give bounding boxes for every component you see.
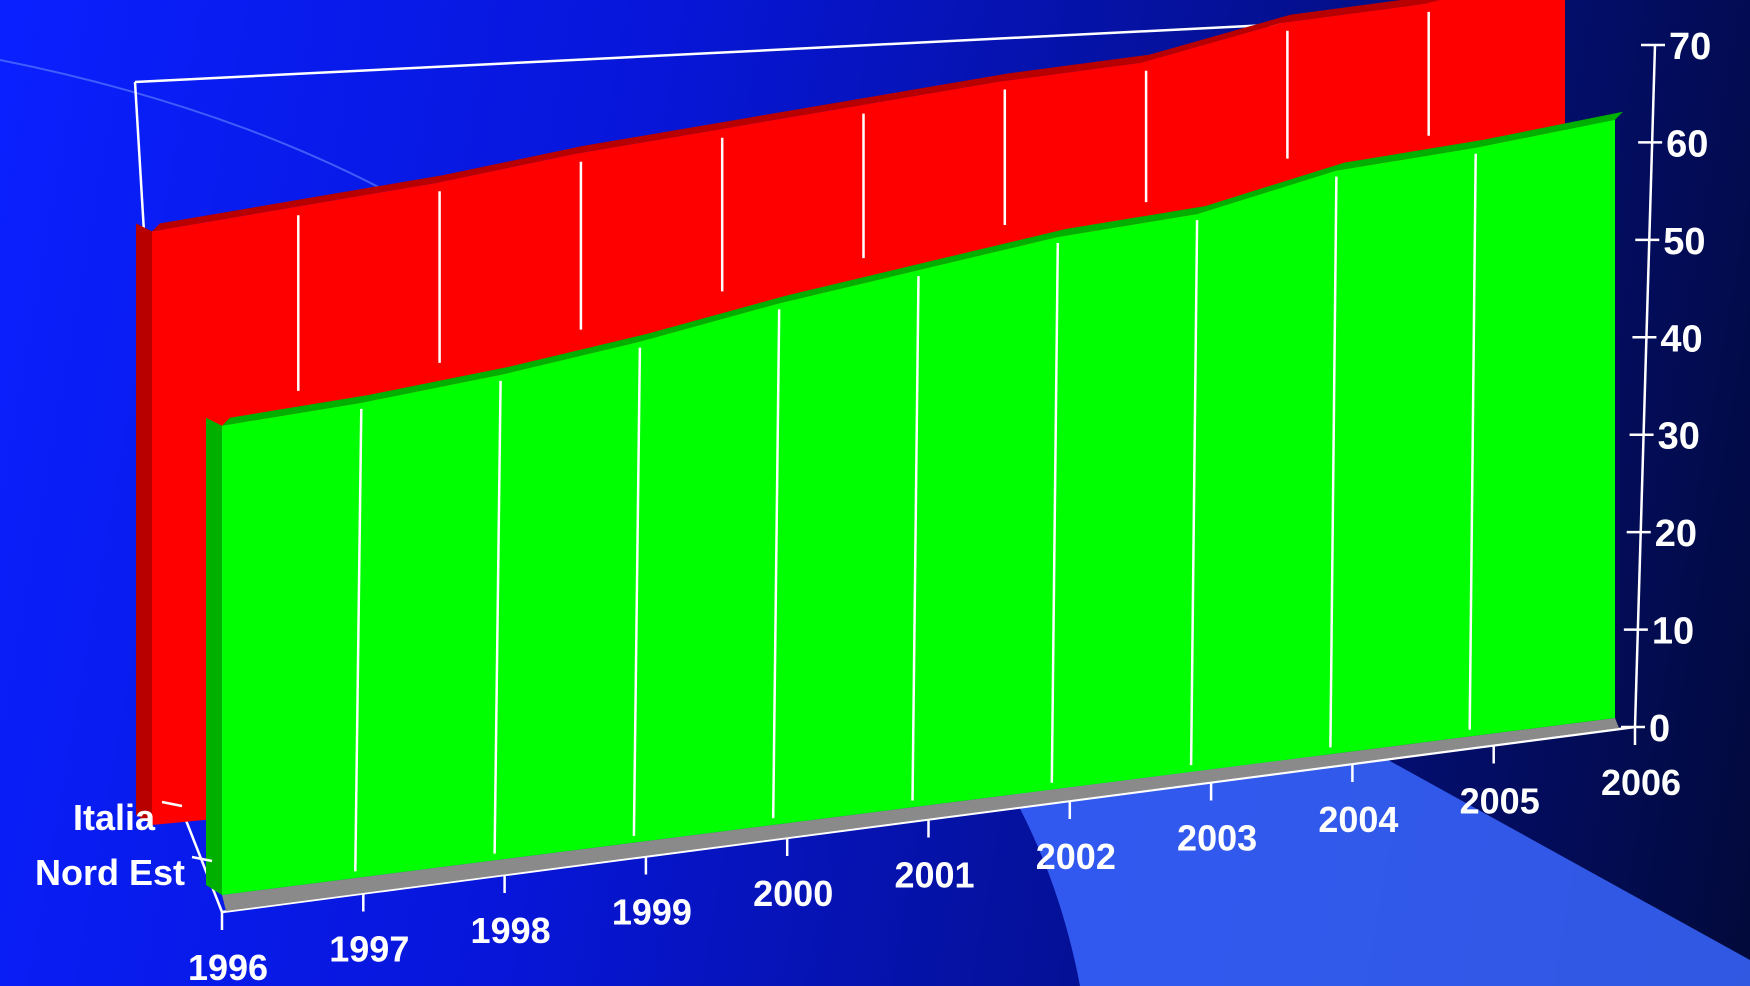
- series-side-nord-est: [206, 417, 222, 895]
- x-tick-label-2004: 2004: [1318, 799, 1398, 840]
- x-tick-label-2003: 2003: [1177, 818, 1257, 859]
- gridline-front-2002: [1050, 242, 1060, 783]
- y-tick-label: 60: [1666, 123, 1708, 165]
- y-tick-label: 30: [1658, 416, 1700, 458]
- gridline-front-1997: [354, 408, 363, 872]
- y-tick-label: 70: [1669, 26, 1711, 68]
- x-tick-label-1998: 1998: [471, 910, 551, 951]
- background-arc-shape: [1010, 750, 1750, 986]
- floor-strip: [222, 718, 1619, 911]
- series-side-italia: [136, 223, 152, 825]
- x-tick-label-2002: 2002: [1036, 836, 1116, 877]
- y-tick-label: 40: [1660, 318, 1702, 360]
- gridline-front-2005: [1468, 153, 1477, 730]
- y-tick-label: 20: [1655, 513, 1697, 555]
- gridline-front-1999: [632, 347, 642, 836]
- series-group-nord-est: [206, 111, 1623, 911]
- depth-axis: Italia Nord Est: [35, 797, 213, 893]
- series-area-nord-est: [222, 119, 1615, 896]
- gridline-front-2001: [911, 276, 920, 801]
- gridline-front-2003: [1189, 220, 1199, 766]
- x-axis: 1996 1997 1998 1999 2000 2001 2002 2003 2004 2005…: [188, 727, 1681, 986]
- x-tick-label-2005: 2005: [1460, 781, 1540, 822]
- gridline-front-2004: [1329, 176, 1338, 748]
- y-tick-label: 10: [1652, 611, 1694, 653]
- series-rim-nord-est: [222, 111, 1623, 426]
- gridline-front-1998: [493, 380, 502, 854]
- x-tick-label-1997: 1997: [329, 929, 409, 970]
- x-tick-label-2000: 2000: [753, 873, 833, 914]
- x-tick-label-2001: 2001: [894, 855, 974, 896]
- series-label-nord-est: Nord Est: [35, 852, 185, 893]
- y-axis: 0 10 20 30 40 50 60 70: [1621, 26, 1711, 750]
- series-rim-italia: [152, 0, 1440, 232]
- depth-tick-mark: [191, 855, 213, 863]
- series-label-italia: Italia: [73, 797, 156, 838]
- x-tick-label-1999: 1999: [612, 892, 692, 933]
- gridline-front-2000: [771, 309, 781, 819]
- x-tick-label-2006: 2006: [1601, 762, 1681, 803]
- x-tick-label-1996: 1996: [188, 947, 268, 986]
- y-tick-label: 0: [1649, 708, 1670, 750]
- y-tick-label: 50: [1663, 221, 1705, 263]
- y-axis-line: [1633, 44, 1657, 728]
- depth-tick-mark: [161, 800, 183, 808]
